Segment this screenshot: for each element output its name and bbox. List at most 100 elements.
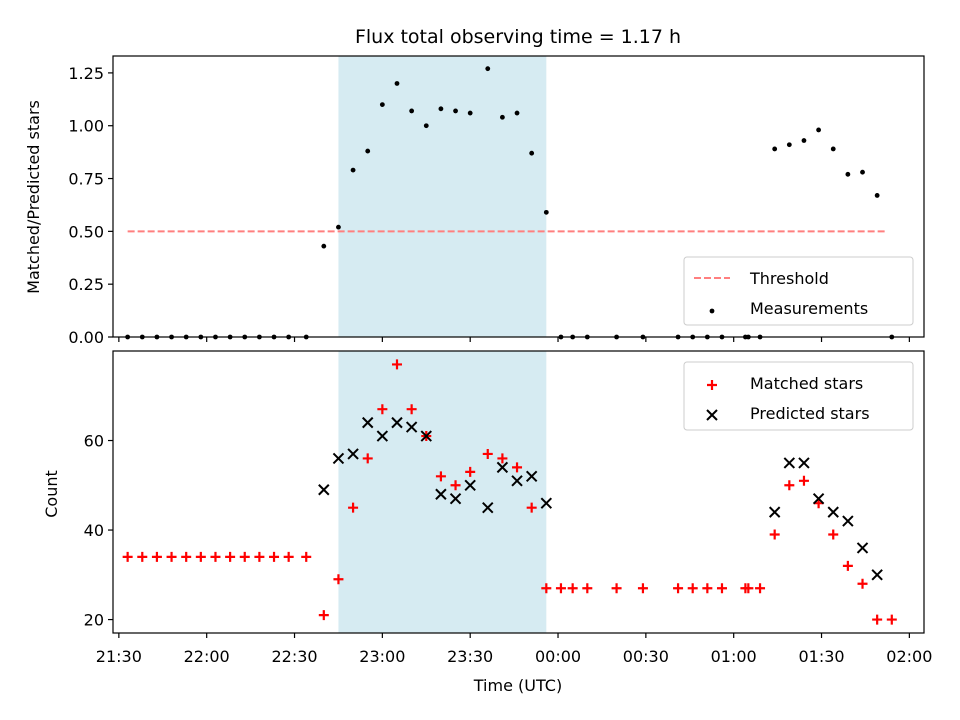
- legend-swatch-predicted-stars: [706, 409, 718, 421]
- legend-box: [683, 361, 914, 431]
- matched-stars-point: [828, 529, 839, 540]
- matched-stars-point: [333, 574, 344, 585]
- legend-entry: Threshold: [694, 269, 829, 288]
- x-tick-label: 22:00: [184, 647, 230, 666]
- top-series-measurements: [125, 66, 895, 340]
- measurement-point: [485, 66, 491, 72]
- predicted-stars-point: [871, 569, 883, 581]
- x-tick-label: 01:30: [798, 647, 844, 666]
- matched-stars-point: [755, 583, 766, 594]
- matched-stars-point: [567, 583, 578, 594]
- matched-stars-point: [582, 583, 593, 594]
- x-tick-label: 00:30: [623, 647, 669, 666]
- matched-stars-point: [555, 583, 566, 594]
- x-tick-label: 22:30: [271, 647, 317, 666]
- matched-stars-point: [137, 551, 148, 562]
- matched-stars-point: [301, 551, 312, 562]
- matched-stars-point: [798, 475, 809, 486]
- top-subplot: 0.00 0.25 0.50 0.75 1.00 1.25 Threshold Measure…: [68, 55, 925, 347]
- matched-stars-point: [450, 480, 461, 491]
- x-tick-label: 01:00: [711, 647, 757, 666]
- matched-stars-point: [687, 583, 698, 594]
- top-y-tick-label: 0.00: [68, 328, 104, 347]
- measurement-point: [350, 167, 356, 173]
- top-y-tick-label: 0.25: [68, 275, 104, 294]
- matched-stars-point: [512, 462, 523, 473]
- measurement-point: [801, 138, 807, 143]
- matched-stars-point: [637, 583, 648, 594]
- measurement-point: [786, 142, 792, 148]
- matched-stars-point: [842, 560, 853, 571]
- bottom-series-matched-stars: [122, 359, 897, 625]
- matched-stars-point: [391, 359, 402, 370]
- measurement-point: [830, 146, 836, 152]
- legend-label: Predicted stars: [750, 404, 870, 423]
- top-axes-frame: [112, 55, 925, 338]
- matched-stars-point: [377, 404, 388, 415]
- top-legend: Threshold Measurements: [683, 256, 914, 326]
- x-tick-label: 23:00: [359, 647, 405, 666]
- measurement-point: [423, 123, 429, 129]
- bottom-y-tick-label: 60: [84, 432, 104, 451]
- matched-stars-point: [886, 614, 897, 625]
- predicted-stars-point: [496, 461, 509, 474]
- top-y-axis-label: Matched/Predicted stars: [24, 100, 43, 294]
- matched-stars-point: [166, 551, 177, 562]
- bottom-axes-frame: [112, 350, 925, 634]
- legend-entry: Measurements: [709, 299, 868, 318]
- measurement-point: [874, 193, 880, 198]
- measurement-point: [453, 108, 458, 114]
- predicted-stars-point: [318, 484, 330, 496]
- measurement-point: [772, 146, 778, 152]
- matched-stars-point: [283, 551, 294, 562]
- top-shaded-region: [338, 56, 547, 337]
- matched-stars-point: [541, 583, 552, 594]
- matched-stars-point: [743, 583, 754, 594]
- measurement-point: [394, 81, 400, 86]
- x-tick-label: 21:30: [96, 647, 142, 666]
- matched-stars-point: [611, 583, 622, 594]
- matched-stars-point: [210, 551, 221, 562]
- predicted-stars-point: [525, 470, 538, 483]
- matched-stars-point: [348, 502, 359, 513]
- bottom-y-axis-label: Count: [42, 470, 61, 518]
- legend-entry: Matched stars: [707, 374, 863, 393]
- matched-stars-point: [465, 466, 476, 477]
- predicted-stars-point: [511, 475, 523, 487]
- predicted-stars-point: [464, 479, 476, 491]
- matched-stars-point: [702, 583, 713, 594]
- top-y-tick-label: 0.75: [68, 170, 104, 189]
- matched-stars-point: [122, 551, 133, 562]
- matched-stars-point: [482, 448, 493, 459]
- bottom-series-predicted-stars: [318, 416, 883, 581]
- bottom-y-tick-label: 20: [84, 611, 104, 630]
- measurement-point: [499, 114, 505, 120]
- matched-stars-point: [151, 551, 162, 562]
- predicted-stars-point: [391, 416, 403, 429]
- legend-swatch-matched-stars: [707, 380, 717, 390]
- measurement-point: [379, 102, 385, 107]
- matched-stars-point: [673, 583, 684, 594]
- legend-label: Matched stars: [750, 374, 863, 393]
- matched-stars-point: [769, 529, 780, 540]
- matched-stars-point: [857, 578, 868, 589]
- matched-stars-point: [784, 480, 795, 491]
- predicted-stars-point: [362, 416, 374, 429]
- measurement-point: [816, 127, 821, 133]
- measurement-point: [845, 171, 851, 177]
- predicted-stars-point: [842, 515, 854, 527]
- matched-stars-point: [435, 471, 446, 482]
- predicted-stars-point: [540, 497, 553, 509]
- matched-stars-point: [239, 551, 250, 562]
- legend-swatch-measurements: [709, 308, 715, 314]
- matched-stars-point: [406, 404, 417, 415]
- measurement-point: [409, 108, 415, 114]
- predicted-stars-point: [376, 430, 389, 442]
- predicted-stars-point: [827, 506, 839, 518]
- x-tick-label: 23:30: [447, 647, 493, 666]
- bottom-legend: Matched stars Predicted stars: [683, 361, 914, 431]
- matched-stars-point: [716, 583, 727, 594]
- predicted-stars-point: [420, 430, 432, 442]
- legend-label: Measurements: [750, 299, 868, 318]
